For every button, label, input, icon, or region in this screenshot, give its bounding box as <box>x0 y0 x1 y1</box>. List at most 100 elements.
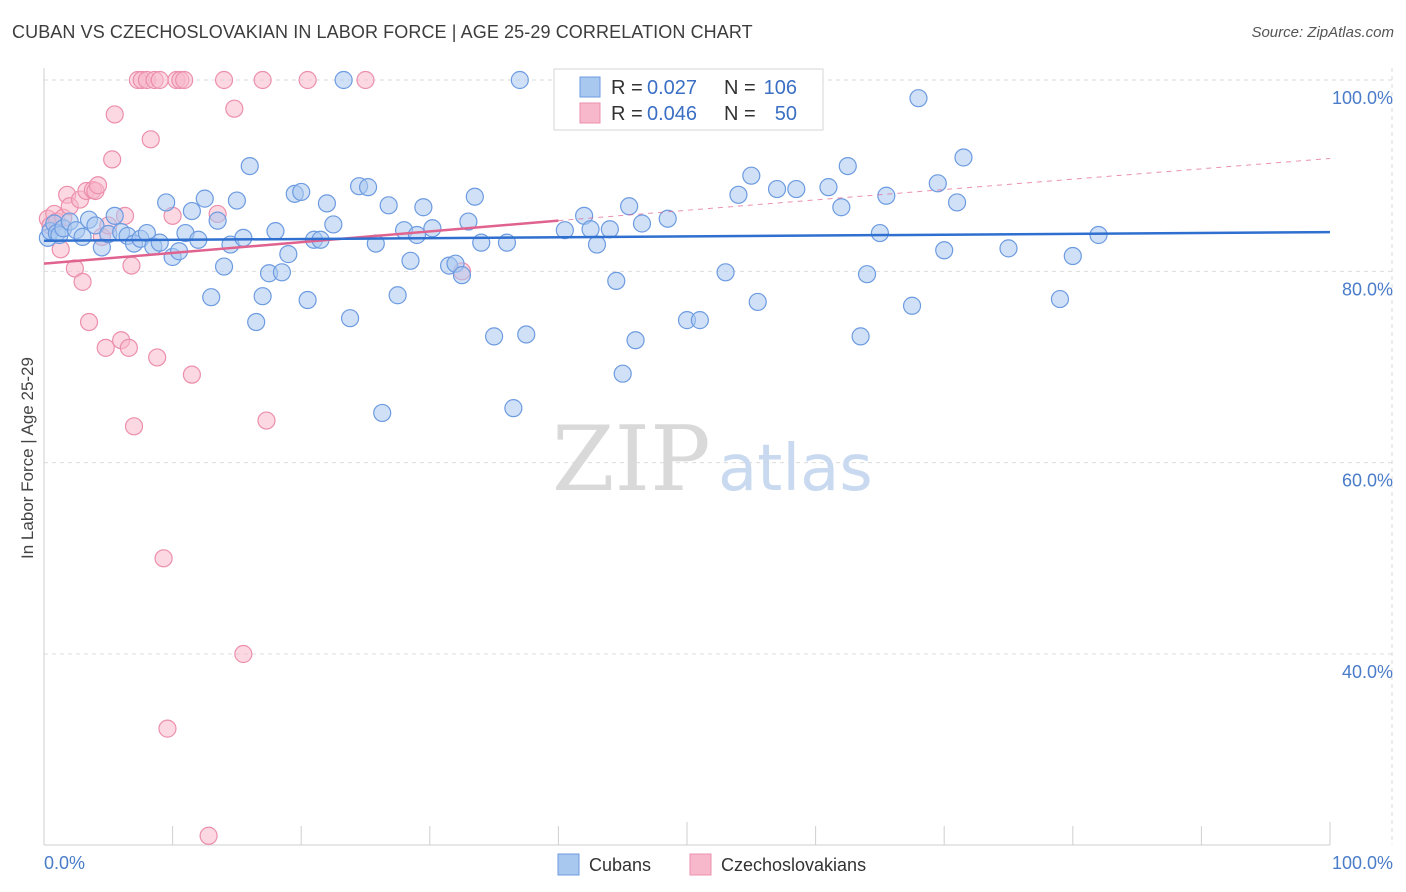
cubans-point-38 <box>266 222 285 241</box>
cubans-point-92 <box>832 198 851 217</box>
cubans-point-35 <box>247 312 266 332</box>
cubans-point-98 <box>902 296 922 315</box>
cubans-point-74 <box>581 220 600 239</box>
czech-point-19 <box>103 150 122 169</box>
cubans-point-13 <box>105 206 124 225</box>
cubans-point-27 <box>195 189 214 208</box>
cubans-point-81 <box>632 214 652 233</box>
legend-swatch-cubans <box>579 76 601 98</box>
cubans-point-95 <box>857 265 877 284</box>
cubans-point-107 <box>1089 225 1108 245</box>
cubans-point-101 <box>935 241 954 260</box>
cubans-point-76 <box>600 220 619 239</box>
cubans-point-93 <box>838 157 857 176</box>
cubans-point-63 <box>452 266 472 285</box>
czech-point-46 <box>257 411 276 430</box>
cubans-point-54 <box>379 196 398 215</box>
czech-point-47 <box>298 70 317 90</box>
cubans-point-79 <box>620 197 639 216</box>
cubans-point-87 <box>742 166 761 185</box>
cubans-point-85 <box>716 263 735 282</box>
cubans-point-106 <box>1063 246 1082 266</box>
trend-czech <box>43 219 559 265</box>
cubans-point-97 <box>877 186 896 205</box>
czech-point-33 <box>154 549 173 568</box>
y-tick-labels: 40.0% 60.0% 80.0% 100.0% <box>1332 88 1393 682</box>
cubans-point-10 <box>86 216 105 235</box>
cubans-point-77 <box>607 271 626 290</box>
legend-r-value-cubans: 0.027 <box>647 77 697 99</box>
czech-point-17 <box>96 338 115 357</box>
cubans-point-75 <box>587 235 607 254</box>
legend-r-label-cubans: R = <box>611 77 643 99</box>
legend-n-label-cubans: N = <box>724 77 756 99</box>
legend-n-label-czech: N = <box>724 103 756 125</box>
x-tick-labels: 0.0% 100.0% <box>44 853 1393 873</box>
czech-point-20 <box>105 105 124 124</box>
cubans-point-84 <box>690 311 709 330</box>
cubans-point-43 <box>298 290 317 310</box>
cubans-point-80 <box>626 331 645 350</box>
cubans-point-36 <box>253 287 272 306</box>
cubans-point-88 <box>748 292 767 312</box>
legend-swatch-czech <box>579 102 601 124</box>
czech-point-31 <box>148 348 167 367</box>
cubans-point-78 <box>613 364 632 383</box>
cubans-point-58 <box>407 225 427 245</box>
czech-point-24 <box>122 256 141 275</box>
cubans-point-40 <box>279 245 298 264</box>
chart-title: CUBAN VS CZECHOSLOVAKIAN IN LABOR FORCE … <box>12 22 753 42</box>
czech-point-15 <box>88 176 108 195</box>
cubans-point-102 <box>947 193 967 212</box>
czech-point-23 <box>119 338 138 357</box>
czech-point-34 <box>158 719 177 738</box>
cubans-point-100 <box>928 174 947 193</box>
cubans-point-60 <box>423 219 442 238</box>
cubans-point-47 <box>324 215 343 234</box>
cubans-point-104 <box>999 239 1018 258</box>
cubans-point-20 <box>150 233 169 252</box>
cubans-point-99 <box>909 89 928 108</box>
cubans-point-30 <box>214 257 234 276</box>
cubans-point-51 <box>358 178 378 197</box>
cubans-point-39 <box>272 263 292 282</box>
x-tick-label-max: 100.0% <box>1332 853 1393 873</box>
cubans-point-89 <box>767 179 787 199</box>
cubans-point-32 <box>227 191 246 210</box>
czech-point-38 <box>175 70 194 90</box>
cubans-point-65 <box>465 187 484 206</box>
cubans-point-33 <box>234 228 253 247</box>
cubans-point-82 <box>658 209 677 228</box>
cubans-point-28 <box>202 288 221 307</box>
trend-cubans <box>43 230 1331 242</box>
cubans-point-86 <box>729 185 748 204</box>
cubans-point-49 <box>340 309 360 328</box>
czech-point-29 <box>141 130 160 149</box>
czech-point-45 <box>253 70 272 90</box>
czech-point-40 <box>199 826 218 845</box>
czech-point-25 <box>124 417 144 436</box>
cubans-point-21 <box>157 193 176 212</box>
x-axis-ticks <box>43 822 1331 845</box>
cubans-point-67 <box>485 327 504 346</box>
cubans-point-72 <box>555 221 574 240</box>
bottom-legend-label-cubans: Cubans <box>589 855 651 875</box>
czech-point-44 <box>234 644 253 664</box>
series-czechoslovakians <box>38 70 472 845</box>
czech-point-42 <box>214 70 234 90</box>
cubans-point-91 <box>819 178 838 197</box>
y-tick-label-40: 40.0% <box>1342 662 1393 682</box>
cubans-point-46 <box>317 194 337 213</box>
cubans-point-29 <box>208 211 227 230</box>
legend-n-value-cubans: 106 <box>764 77 797 99</box>
czech-point-48 <box>356 70 375 90</box>
cubans-point-53 <box>373 403 392 423</box>
cubans-point-103 <box>954 148 973 167</box>
bottom-legend-label-czech: Czechoslovakians <box>721 855 866 875</box>
cubans-point-48 <box>334 70 353 90</box>
cubans-point-57 <box>401 251 420 270</box>
bottom-legend: Cubans Czechoslovakians <box>557 853 866 876</box>
trend-lines <box>43 157 1331 265</box>
czech-point-10 <box>73 272 92 291</box>
legend-r-label-czech: R = <box>611 103 643 125</box>
